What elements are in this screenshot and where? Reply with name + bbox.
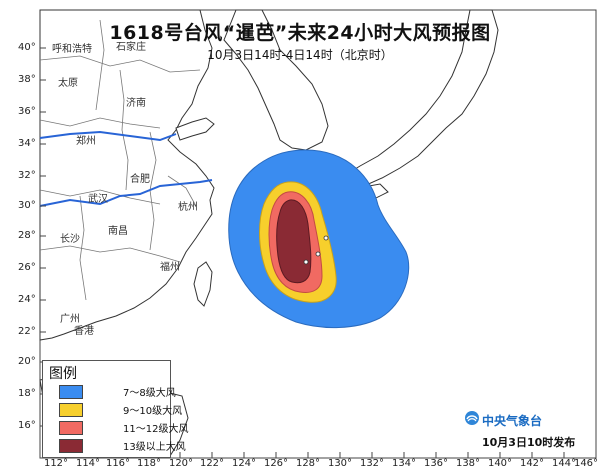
place-label: 呼和浩特 [52, 44, 92, 55]
legend-label: 11～12级大风 [123, 424, 189, 435]
longitude-label: 130° [327, 458, 353, 469]
map-title: 1618号台风“暹芭”未来24小时大风预报图 [109, 22, 491, 44]
legend-label: 9～10级大风 [123, 406, 183, 417]
legend-swatch [59, 421, 83, 435]
latitude-label: 36° [18, 106, 36, 117]
legend-item-11-12: 11～12级大风 [59, 419, 188, 435]
legend-item-7-8: 7～8级大风 [59, 383, 176, 399]
wind-zone-13-plus [276, 199, 312, 284]
longitude-label: 136° [423, 458, 449, 469]
latitude-label: 20° [18, 356, 36, 367]
longitude-label: 124° [231, 458, 257, 469]
legend-item-13-plus: 13级以上大风 [59, 437, 186, 453]
latitude-label: 22° [18, 326, 36, 337]
map-legend: 图例 7～8级大风 9～10级大风 11～12级大风 13级以上大风 [42, 360, 188, 458]
longitude-label: 134° [391, 458, 417, 469]
latitude-label: 38° [18, 74, 36, 85]
cma-logo-icon [465, 411, 479, 425]
legend-item-9-10: 9～10级大风 [59, 401, 182, 417]
longitude-label: 120° [168, 458, 194, 469]
place-label: 香港 [74, 326, 94, 337]
latitude-label: 40° [18, 42, 36, 53]
longitude-label: 140° [487, 458, 513, 469]
legend-title: 图例 [49, 366, 77, 382]
legend-label: 7～8级大风 [123, 388, 176, 399]
longitude-label: 132° [359, 458, 385, 469]
longitude-label: 114° [75, 458, 101, 469]
longitude-label: 142° [519, 458, 545, 469]
place-label: 郑州 [76, 136, 96, 147]
place-label: 石家庄 [116, 42, 146, 53]
legend-swatch [59, 385, 83, 399]
longitude-label: 126° [263, 458, 289, 469]
place-label: 广州 [60, 314, 80, 325]
legend-swatch [59, 403, 83, 417]
place-label: 太原 [58, 78, 78, 89]
place-label: 福州 [160, 262, 180, 273]
longitude-label: 138° [455, 458, 481, 469]
latitude-label: 30° [18, 200, 36, 211]
map-subtitle: 10月3日14时-4日14时（北京时） [207, 48, 393, 62]
longitude-label: 112° [43, 458, 69, 469]
agency-name: 中央气象台 [482, 414, 543, 428]
longitude-label: 118° [136, 458, 162, 469]
place-label: 杭州 [178, 202, 198, 213]
latitude-label: 24° [18, 294, 36, 305]
latitude-label: 26° [18, 262, 36, 273]
ryukyu-islands [303, 235, 329, 265]
latitude-label: 34° [18, 138, 36, 149]
longitude-label: 128° [295, 458, 321, 469]
place-label: 长沙 [60, 234, 80, 245]
latitude-label: 16° [18, 420, 36, 431]
longitude-label: 122° [199, 458, 225, 469]
place-label: 济南 [126, 98, 146, 109]
latitude-label: 18° [18, 388, 36, 399]
place-label: 南昌 [108, 226, 128, 237]
taiwan [193, 261, 213, 307]
place-label: 合肥 [130, 174, 150, 185]
latitude-label: 32° [18, 170, 36, 181]
rivers [39, 130, 213, 207]
place-label: 武汉 [88, 194, 108, 205]
longitude-label: 146° [573, 458, 599, 469]
legend-label: 13级以上大风 [123, 442, 186, 453]
longitude-label: 116° [105, 458, 131, 469]
legend-swatch [59, 439, 83, 453]
issue-time: 10月3日10时发布 [482, 436, 576, 449]
longitude-label: 144° [551, 458, 577, 469]
latitude-label: 28° [18, 230, 36, 241]
shandong-peninsula [175, 117, 215, 141]
